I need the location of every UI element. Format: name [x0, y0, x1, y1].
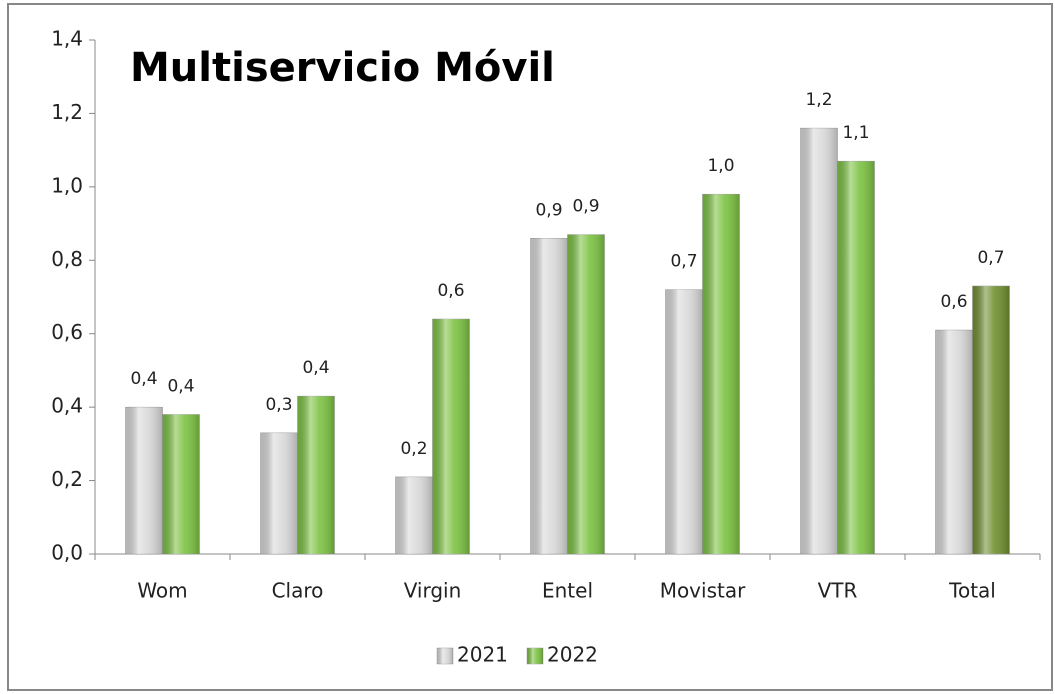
value-label: 0,3: [265, 395, 292, 415]
value-label: 0,9: [535, 200, 562, 220]
bar: [837, 160, 875, 555]
y-tick-label: 1,4: [51, 27, 83, 51]
value-label: 0,6: [437, 281, 464, 301]
y-tick-label: 0,6: [51, 320, 83, 344]
bar: [260, 432, 298, 555]
x-tick-label: Entel: [542, 579, 593, 603]
x-tick-label: VTR: [818, 579, 858, 603]
bar: [125, 406, 163, 555]
value-label: 0,2: [400, 439, 427, 459]
chart-frame: [7, 3, 1053, 691]
x-tick-label: Total: [948, 579, 996, 603]
bar: [297, 395, 335, 555]
bar: [530, 238, 568, 555]
bar: [395, 476, 433, 555]
legend-swatch-gloss: [527, 648, 543, 664]
bar: [432, 318, 470, 555]
y-tick-label: 1,0: [51, 173, 83, 197]
y-tick-label: 1,2: [51, 100, 83, 124]
bar: [665, 289, 703, 555]
y-tick-label: 0,8: [51, 247, 83, 271]
value-label: 0,4: [130, 369, 157, 389]
x-tick-label: Claro: [272, 579, 324, 603]
x-tick-label: Wom: [137, 579, 187, 603]
bar: [567, 234, 605, 555]
y-tick-label: 0,4: [51, 394, 83, 418]
value-label: 0,4: [302, 358, 329, 378]
value-label: 0,7: [977, 248, 1004, 268]
x-tick-label: Virgin: [404, 579, 462, 603]
value-label: 0,7: [670, 252, 697, 272]
legend-label: 2022: [547, 643, 598, 667]
bar: [162, 414, 200, 555]
value-label: 1,0: [707, 156, 734, 176]
x-tick-label: Movistar: [660, 579, 746, 603]
value-label: 1,1: [842, 123, 869, 143]
legend-label: 2021: [457, 643, 508, 667]
bar: [972, 285, 1010, 555]
chart-title: Multiservicio Móvil: [130, 45, 555, 91]
value-label: 1,2: [805, 90, 832, 110]
bar: [935, 329, 973, 555]
y-tick-label: 0,0: [51, 541, 83, 565]
value-label: 0,4: [167, 376, 194, 396]
value-label: 0,9: [572, 197, 599, 217]
legend-swatch-gloss: [437, 648, 453, 664]
bar: [702, 193, 740, 555]
y-tick-label: 0,2: [51, 467, 83, 491]
value-label: 0,6: [940, 292, 967, 312]
bar: [800, 127, 838, 555]
